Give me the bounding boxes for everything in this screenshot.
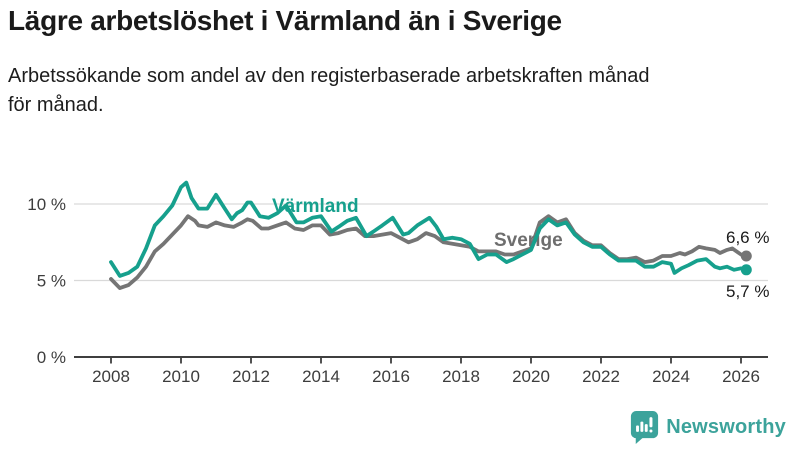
sverige-end-value-label: 6,6 % [726,228,769,247]
sverige-end-dot [740,250,752,262]
x-tick-label-2024: 2024 [652,367,690,386]
x-tick-label-2012: 2012 [232,367,270,386]
y-tick-label-0-percent: 0 % [37,348,66,367]
varmland-line [109,180,749,278]
newsworthy-wordmark: Newsworthy [666,416,786,438]
x-tick-label-2008: 2008 [92,367,130,386]
x-tick-label-2014: 2014 [302,367,340,386]
newsworthy-logo-icon [631,411,659,444]
x-tick-label-2026: 2026 [722,367,760,386]
x-tick-label-2020: 2020 [512,367,550,386]
y-tick-label-5-percent: 5 % [37,272,66,291]
chart-subtitle: Arbetssökande som andel av den registerb… [8,62,650,120]
page-title: Lägre arbetslöshet i Värmland än i Sveri… [8,5,562,36]
varmland-end-dot [740,264,752,276]
x-tick-label-2018: 2018 [442,367,480,386]
subtitle-line-1: Arbetssökande som andel av den registerb… [8,65,650,87]
subtitle-line-2: för månad. [8,94,104,116]
x-tick-label-2022: 2022 [582,367,620,386]
y-tick-label-10-percent: 10 % [27,195,66,214]
sverige-line [109,214,749,291]
x-tick-label-2010: 2010 [162,367,200,386]
newsworthy-logo: Newsworthy [630,411,786,444]
varmland-end-value-label: 5,7 % [726,282,769,301]
varmland-series-label: Värmland [272,196,359,217]
sverige-series-label: Sverige [494,230,563,251]
x-tick-label-2016: 2016 [372,367,410,386]
